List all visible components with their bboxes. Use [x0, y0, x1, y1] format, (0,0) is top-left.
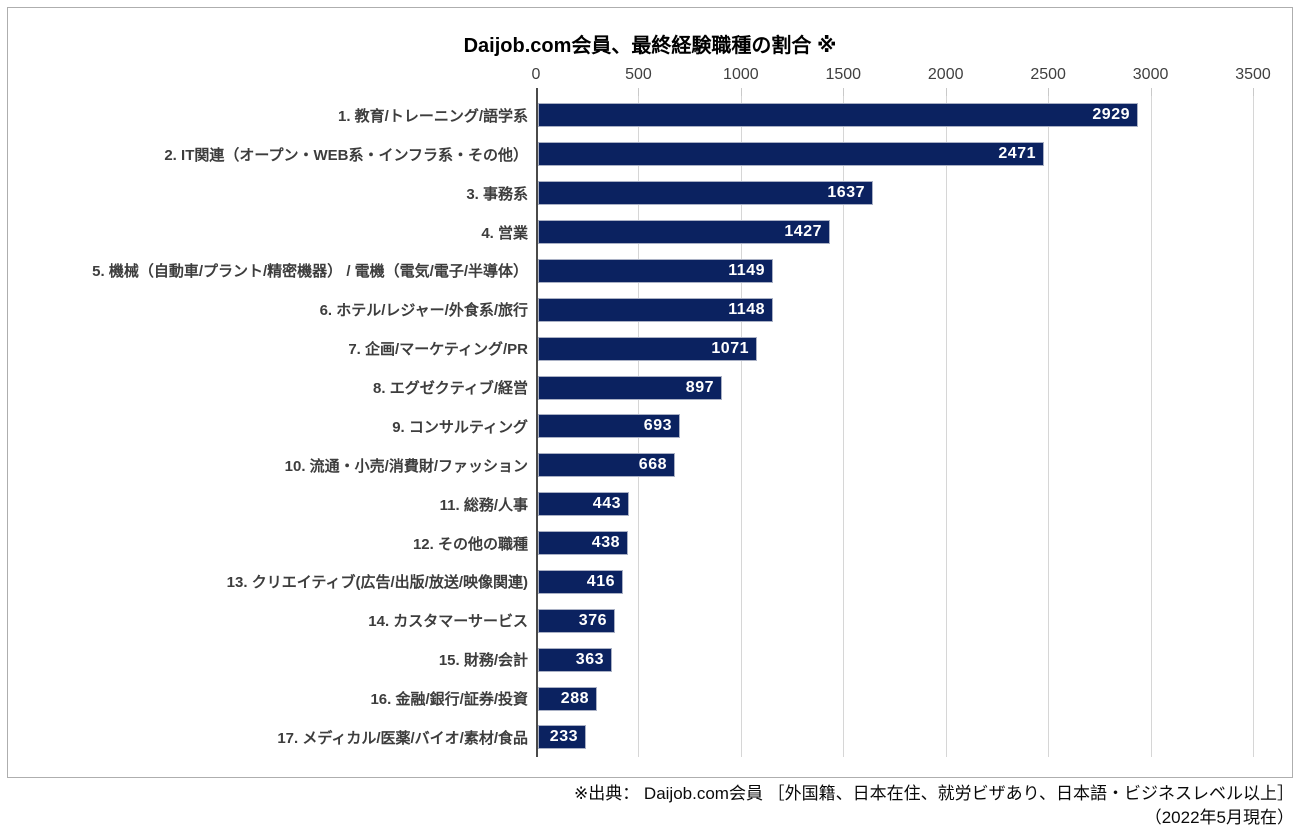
x-axis-tick-mark: [843, 88, 845, 96]
category-label: 6. ホテル/レジャー/外食系/旅行: [319, 302, 528, 320]
category-label: 11. 総務/人事: [439, 496, 528, 514]
category-label: 8. エグゼクティブ/経営: [373, 380, 528, 398]
bar-row: 1637: [536, 174, 1276, 213]
category-label: 2. IT関連（オープン・WEB系・インフラ系・その他）: [164, 146, 528, 164]
bar-value-label: 1427: [784, 223, 822, 241]
source-footnote: ※出典： Daijob.com会員 ［外国籍、日本在住、就労ビザあり、日本語・ビ…: [574, 782, 1294, 830]
bar: 668: [538, 453, 675, 478]
category-axis-labels: 1. 教育/トレーニング/語学系 2. IT関連（オープン・WEB系・インフラ系・…: [10, 96, 528, 757]
bar-row: 438: [536, 524, 1276, 563]
bar: 438: [538, 531, 628, 556]
bar-value-label: 438: [591, 534, 620, 552]
bar-value-label: 288: [560, 689, 589, 707]
x-axis-tick-label: 1500: [825, 66, 862, 83]
gridline: [1253, 96, 1254, 757]
y-axis-line: [536, 88, 538, 757]
bar: 416: [538, 569, 623, 594]
category-label: 16. 金融/銀行/証券/投資: [370, 691, 528, 709]
x-axis-tick-label: 3000: [1132, 66, 1169, 83]
x-axis-tick-label: 0: [531, 66, 541, 83]
bar: 233: [538, 725, 586, 750]
x-axis-tick-mark: [740, 88, 742, 96]
category-label: 14. カスタマーサービス: [368, 613, 528, 631]
bar-row: 693: [536, 407, 1276, 446]
bar: 1149: [538, 258, 773, 283]
bar-value-label: 1149: [728, 261, 765, 279]
gridline: [945, 96, 947, 757]
bar: 1637: [538, 181, 873, 206]
bar: 1427: [538, 220, 830, 245]
bar-row: 668: [536, 446, 1276, 485]
bar-row: 376: [536, 601, 1276, 640]
x-axis-tick-mark: [1150, 88, 1152, 96]
category-label: 3. 事務系: [466, 185, 528, 203]
chart-frame: Daijob.com会員、最終経験職種の割合 ※ 0 500 1000 1500 200…: [7, 7, 1293, 778]
source-footnote-line2: （2022年5月現在）: [1144, 808, 1294, 827]
x-axis-tick-marks: [536, 88, 1276, 96]
bar-value-label: 1637: [827, 184, 865, 202]
x-axis-tick-label: 500: [625, 66, 652, 83]
x-axis-tick-mark: [1048, 88, 1050, 96]
category-label: 7. 企画/マーケティング/PR: [348, 341, 528, 359]
gridline: [1048, 96, 1050, 757]
category-label: 9. コンサルティング: [392, 418, 528, 436]
bar-row: 1149: [536, 252, 1276, 291]
x-axis-tick-labels: 0 500 1000 1500 2000 2500 3000 3500: [532, 66, 1276, 87]
category-label: 15. 財務/会計: [438, 652, 528, 670]
x-axis-tick-mark: [945, 88, 947, 96]
bar-value-label: 2929: [1092, 106, 1130, 124]
bar-row: 2471: [536, 135, 1276, 174]
bar-value-label: 668: [638, 456, 667, 474]
bar-row: 2929: [536, 96, 1276, 135]
category-label: 1. 教育/トレーニング/語学系: [337, 107, 528, 125]
bar: 443: [538, 492, 629, 517]
bar-value-label: 443: [592, 495, 621, 513]
bar-value-label: 363: [575, 650, 604, 668]
bar: 2929: [538, 103, 1138, 128]
x-axis-tick-label: 2000: [927, 66, 964, 83]
bar: 1148: [538, 297, 773, 322]
bar-value-label: 693: [643, 417, 672, 435]
category-label: 13. クリエイティブ(広告/出版/放送/映像関連): [226, 574, 528, 592]
bar: 2471: [538, 142, 1044, 167]
gridline: [1150, 96, 1152, 757]
bar-value-label: 1071: [711, 339, 749, 357]
x-axis-tick-label: 1000: [723, 66, 759, 83]
x-axis-tick-label: 2500: [1030, 66, 1066, 83]
x-axis-tick-mark: [1253, 88, 1254, 96]
category-label: 4. 営業: [481, 224, 528, 242]
bar: 288: [538, 686, 597, 711]
bar-value-label: 2471: [998, 145, 1036, 163]
category-label: 10. 流通・小売/消費財/ファッション: [284, 457, 528, 475]
bar-row: 288: [536, 679, 1276, 718]
bar-row: 443: [536, 485, 1276, 524]
category-label: 12. その他の職種: [412, 535, 528, 553]
bar-row: 416: [536, 563, 1276, 602]
bar: 897: [538, 375, 722, 400]
bar-row: 1427: [536, 213, 1276, 252]
bar-row: 1071: [536, 329, 1276, 368]
chart-title: Daijob.com会員、最終経験職種の割合 ※: [463, 35, 837, 57]
bar: 363: [538, 647, 612, 672]
bar: 1071: [538, 336, 757, 361]
x-axis-tick-mark: [638, 88, 640, 96]
gridline: [843, 96, 845, 757]
plot-area: 2929 2471 1637 1427 1149 1148 1071 897 693 668 443…: [536, 88, 1276, 757]
bar-row: 1148: [536, 290, 1276, 329]
gridline: [740, 96, 742, 757]
bar: 376: [538, 608, 615, 633]
bar-value-label: 1148: [728, 300, 765, 318]
x-axis-tick-label: 3500: [1235, 66, 1271, 83]
category-label: 5. 機械（自動車/プラント/精密機器） / 電機（電気/電子/半導体）: [92, 263, 528, 281]
bar-value-label: 233: [549, 728, 578, 746]
bar: 693: [538, 414, 680, 439]
category-label: 17. メディカル/医薬/バイオ/素材/食品: [277, 729, 528, 747]
source-footnote-line1: ※出典： Daijob.com会員 ［外国籍、日本在住、就労ビザあり、日本語・ビ…: [573, 784, 1294, 803]
bar-row: 897: [536, 368, 1276, 407]
bar-value-label: 897: [685, 378, 714, 396]
bar-row: 363: [536, 640, 1276, 679]
bar-value-label: 376: [578, 611, 607, 629]
bar-value-label: 416: [586, 572, 615, 590]
bar-row: 233: [536, 718, 1276, 757]
